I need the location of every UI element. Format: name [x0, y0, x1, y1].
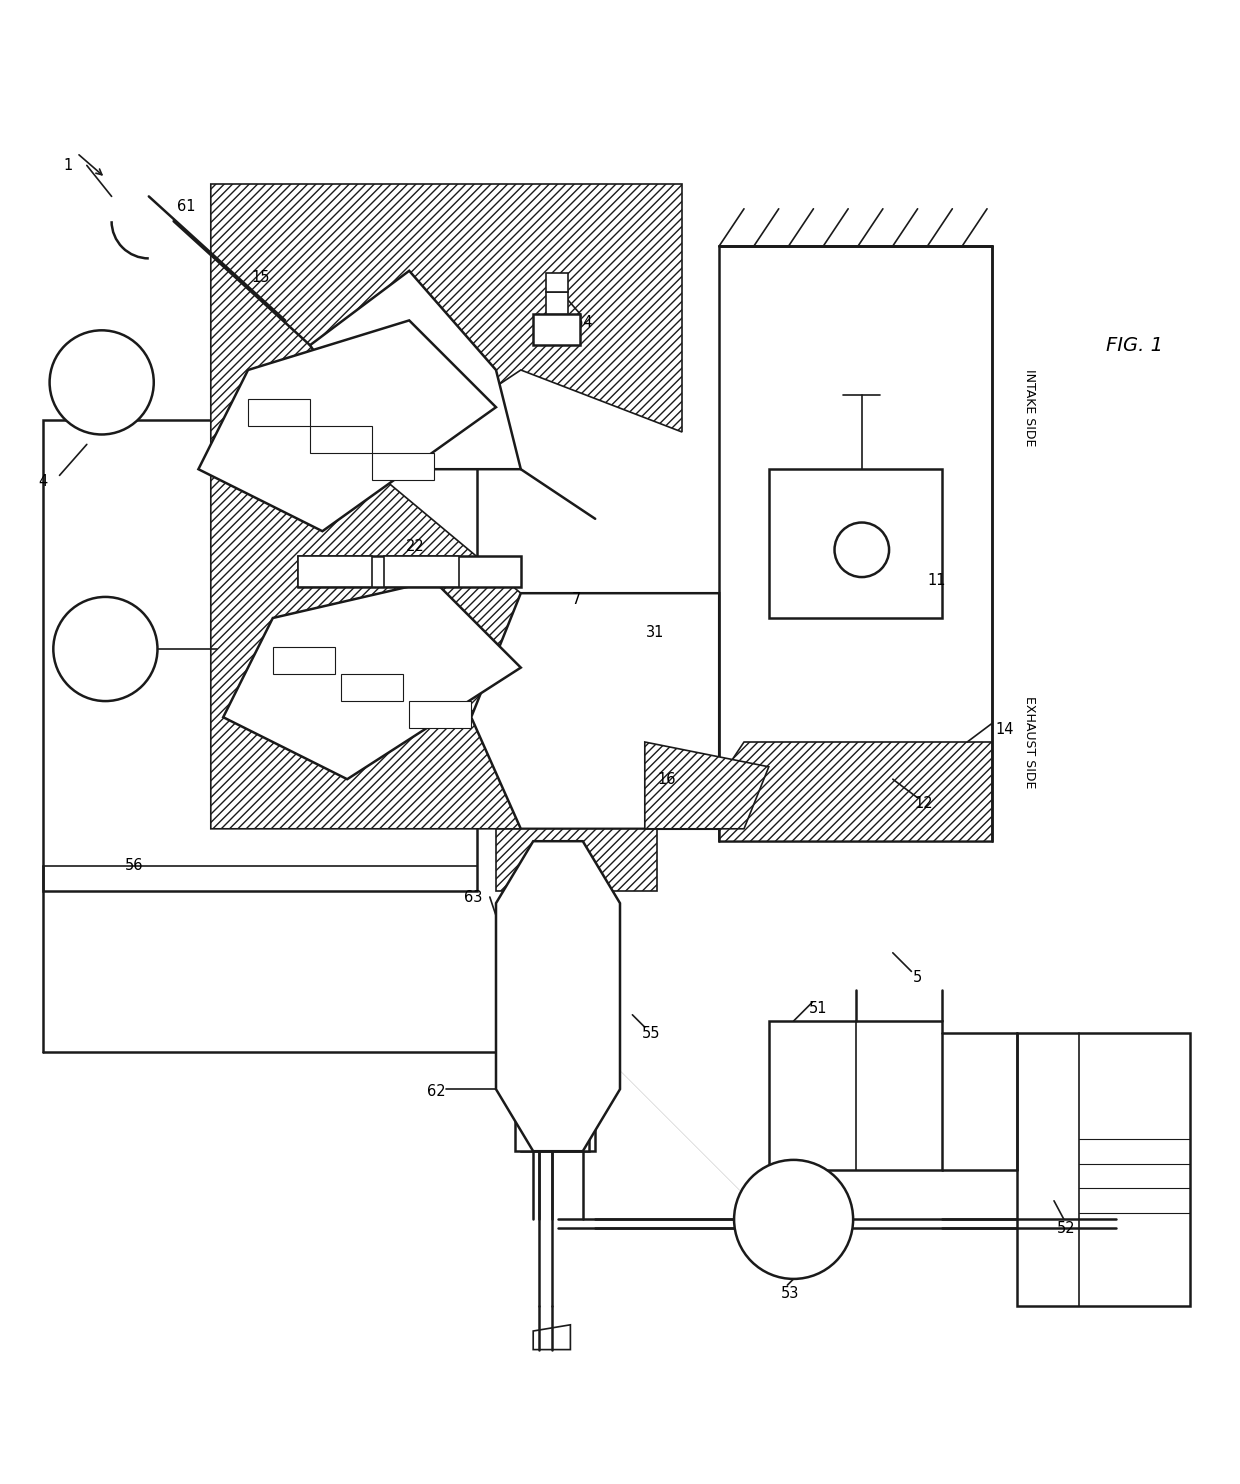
Text: 62: 62: [427, 1085, 446, 1100]
Polygon shape: [645, 742, 769, 828]
Polygon shape: [471, 594, 719, 828]
Text: 21: 21: [331, 467, 351, 482]
Bar: [298, 556, 521, 588]
Bar: [409, 700, 471, 729]
Polygon shape: [211, 184, 682, 469]
Text: 13: 13: [258, 678, 275, 693]
Text: 4: 4: [38, 473, 48, 490]
Text: 53: 53: [781, 1287, 799, 1301]
Text: 15: 15: [252, 270, 269, 285]
Text: 7: 7: [572, 592, 582, 607]
Text: P: P: [787, 1211, 800, 1229]
Bar: [533, 315, 580, 346]
Text: 56: 56: [125, 859, 143, 874]
Text: 52: 52: [1056, 1220, 1076, 1236]
Bar: [43, 420, 477, 890]
Text: 24: 24: [71, 646, 91, 660]
Text: 54: 54: [543, 1082, 560, 1097]
Bar: [769, 1021, 942, 1169]
Text: 63: 63: [465, 889, 482, 905]
Bar: [515, 1040, 589, 1152]
Polygon shape: [310, 270, 521, 469]
Text: 31: 31: [646, 625, 663, 641]
Text: 51: 51: [810, 1002, 827, 1017]
Text: INTAKE SIDE: INTAKE SIDE: [1023, 368, 1035, 445]
Circle shape: [53, 597, 157, 700]
Text: 11: 11: [928, 573, 945, 588]
Circle shape: [835, 522, 889, 577]
Bar: [310, 426, 372, 453]
Text: 12: 12: [914, 797, 934, 812]
Bar: [1017, 1033, 1190, 1306]
Polygon shape: [211, 469, 682, 828]
Bar: [546, 273, 568, 292]
Circle shape: [734, 1160, 853, 1279]
Text: 61: 61: [177, 199, 195, 214]
Bar: [248, 399, 310, 426]
Text: 23: 23: [72, 371, 89, 386]
Bar: [298, 556, 372, 588]
Text: 14: 14: [996, 723, 1013, 738]
Bar: [719, 246, 992, 841]
Bar: [769, 469, 942, 617]
Text: 55: 55: [642, 1025, 660, 1040]
Polygon shape: [719, 742, 992, 841]
Circle shape: [50, 331, 154, 435]
Text: FIG. 1: FIG. 1: [1106, 335, 1163, 355]
Polygon shape: [533, 1325, 570, 1349]
Bar: [372, 453, 434, 481]
Polygon shape: [496, 841, 620, 1152]
Polygon shape: [496, 828, 657, 890]
Text: 16: 16: [658, 772, 676, 787]
Bar: [384, 556, 459, 588]
Bar: [341, 674, 403, 700]
Text: 64: 64: [574, 316, 591, 331]
Bar: [521, 1052, 595, 1152]
Text: EXHAUST SIDE: EXHAUST SIDE: [1023, 696, 1035, 788]
Text: 1: 1: [63, 157, 73, 174]
Bar: [546, 292, 568, 315]
Text: 5: 5: [913, 971, 923, 985]
Polygon shape: [198, 321, 496, 531]
Text: 22: 22: [405, 539, 425, 554]
Bar: [273, 647, 335, 674]
Polygon shape: [223, 580, 521, 779]
